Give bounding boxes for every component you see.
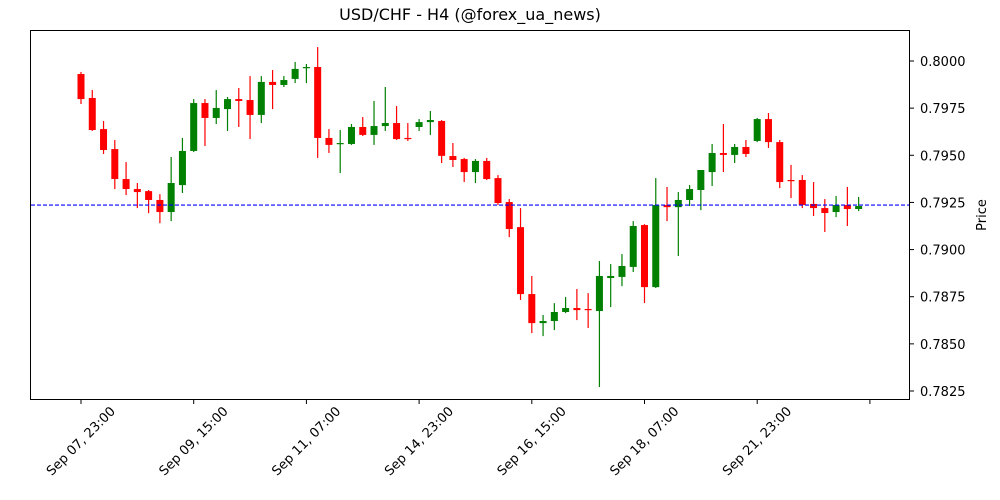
candle-body-up	[302, 67, 310, 69]
candle-body-down	[843, 205, 851, 210]
candle-body-up	[426, 120, 434, 123]
candle-body-up	[697, 169, 705, 190]
candle-body-up	[550, 311, 558, 322]
y-axis-label: Price	[975, 199, 990, 231]
candle-body-down	[404, 137, 412, 140]
y-tick-label: 0.7825	[920, 385, 966, 400]
plot-frame	[30, 30, 910, 400]
candle-body-down	[325, 137, 333, 145]
y-tick-label: 0.7975	[920, 102, 966, 117]
y-axis: 0.7825 0.7850 0.7875 0.7900 0.7925 0.7950 0.79…	[910, 55, 966, 400]
candle-body-down	[145, 191, 153, 200]
candle-body-down	[798, 179, 806, 206]
candle-body-up	[415, 122, 423, 127]
candle-body-down	[764, 119, 772, 143]
candle-body-up	[257, 81, 265, 115]
candle-body-down	[787, 179, 795, 182]
y-tick-label: 0.7950	[920, 149, 966, 164]
candle-body-up	[832, 205, 840, 213]
candle-body-down	[393, 123, 401, 140]
y-tick-label: 0.7850	[920, 338, 966, 353]
candle-body-up	[629, 226, 637, 267]
candle-body-up	[190, 103, 198, 151]
candle-body-down	[246, 100, 254, 115]
candles-group	[77, 47, 863, 388]
candle-body-down	[573, 308, 581, 311]
candle-body-down	[494, 178, 502, 203]
candle-body-down	[810, 203, 818, 209]
candle-body-down	[88, 97, 96, 131]
candle-body-down	[122, 179, 130, 190]
candle-body-up	[686, 189, 694, 200]
candle-body-down	[641, 225, 648, 288]
candle-body-up	[708, 153, 716, 173]
candle-body-up	[562, 308, 570, 312]
candle-body-down	[77, 74, 85, 100]
candle-body-down	[235, 99, 243, 101]
candle-body-down	[483, 160, 491, 180]
x-tick-label: Sep 18, 07:00	[607, 404, 682, 479]
candle-body-down	[528, 294, 536, 324]
y-tick-label: 0.7925	[920, 196, 966, 211]
candle-body-down	[517, 227, 525, 295]
candle-body-up	[471, 160, 479, 173]
chart-title: USD/CHF - H4 (@forex_ua_news)	[339, 5, 601, 24]
candle-body-up	[167, 183, 175, 213]
candle-body-down	[663, 205, 671, 208]
candle-body-down	[449, 156, 457, 160]
x-axis: Sep 07, 23:00 Sep 09, 15:00 Sep 11, 07:00 S…	[44, 400, 871, 479]
y-tick-label: 0.8000	[920, 55, 966, 70]
x-tick-label: Sep 11, 07:00	[269, 404, 344, 479]
candle-body-up	[336, 143, 344, 145]
x-tick-label: Sep 07, 23:00	[44, 404, 119, 479]
candle-body-up	[178, 150, 186, 186]
candle-body-down	[584, 308, 592, 311]
candle-body-down	[438, 120, 446, 156]
candle-body-down	[821, 208, 829, 213]
candle-body-up	[212, 107, 220, 118]
candle-body-down	[269, 81, 277, 85]
candle-body-down	[742, 146, 750, 154]
candle-body-up	[753, 119, 761, 141]
candle-body-down	[719, 153, 727, 155]
y-tick-label: 0.7900	[920, 244, 966, 259]
candle-body-down	[460, 159, 468, 173]
candle-body-up	[291, 68, 299, 79]
candle-body-down	[201, 103, 209, 118]
candle-body-down	[111, 149, 119, 180]
y-tick-label: 0.7875	[920, 291, 966, 306]
candle-body-up	[370, 126, 378, 135]
candle-body-down	[776, 142, 784, 183]
x-tick-label: Sep 16, 15:00	[495, 404, 570, 479]
candle-body-down	[100, 129, 108, 151]
candle-body-up	[224, 99, 232, 110]
candle-body-up	[731, 146, 739, 155]
candle-body-up	[652, 205, 660, 288]
candle-body-down	[156, 199, 164, 213]
candle-body-up	[381, 123, 389, 127]
x-tick-label: Sep 09, 15:00	[157, 404, 232, 479]
candle-body-up	[280, 80, 288, 85]
candle-body-up	[674, 199, 682, 208]
x-tick-label: Sep 14, 23:00	[382, 404, 457, 479]
candle-body-up	[618, 265, 626, 277]
candle-body-up	[347, 127, 355, 144]
candle-body-down	[359, 127, 367, 135]
candle-body-down	[133, 189, 141, 193]
x-tick-label: Sep 21, 23:00	[720, 404, 795, 479]
candle-body-up	[855, 206, 863, 210]
candle-body-up	[539, 321, 547, 324]
candle-body-up	[595, 275, 603, 312]
candle-body-down	[505, 202, 513, 230]
candle-body-up	[607, 275, 615, 279]
candle-body-down	[314, 67, 322, 138]
